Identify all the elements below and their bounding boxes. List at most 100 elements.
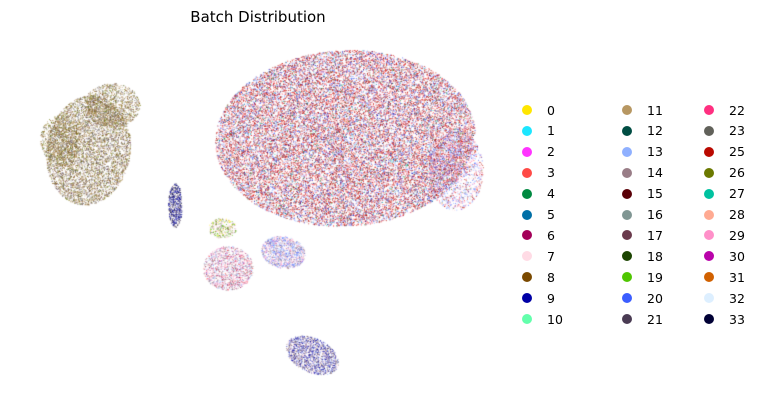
legend-item: 5 (522, 207, 555, 223)
legend-label: 33 (729, 311, 745, 327)
legend-item: 9 (522, 290, 555, 306)
legend-item: 13 (622, 144, 663, 160)
legend-marker (622, 272, 632, 283)
legend-item: 25 (704, 144, 745, 160)
legend-marker (522, 272, 532, 283)
legend-marker (704, 251, 714, 262)
legend-marker (704, 167, 714, 178)
legend-label: 22 (729, 102, 745, 118)
legend-marker (622, 188, 632, 199)
legend-item: 28 (704, 207, 745, 223)
legend-marker (522, 146, 532, 157)
legend-label: 0 (547, 102, 555, 118)
legend-marker (622, 209, 632, 220)
legend-marker (704, 293, 714, 304)
legend-marker (522, 105, 532, 115)
legend-label: 27 (729, 186, 745, 202)
legend-item: 4 (522, 186, 555, 202)
legend-label: 13 (647, 144, 663, 160)
legend-label: 28 (729, 207, 745, 222)
legend-marker (704, 125, 714, 136)
legend-item: 3 (522, 165, 555, 181)
legend-item: 31 (704, 269, 745, 285)
legend-item: 30 (704, 248, 745, 264)
legend-label: 25 (729, 144, 745, 160)
legend-item: 19 (622, 269, 663, 285)
legend-marker (622, 167, 632, 178)
legend-label: 19 (647, 269, 663, 285)
legend-item: 21 (622, 311, 663, 327)
legend-marker (704, 272, 714, 283)
legend-label: 17 (647, 227, 663, 243)
legend-marker (522, 188, 532, 199)
legend-item: 8 (522, 269, 555, 285)
legend-label: 1 (547, 123, 555, 139)
legend-label: 11 (647, 102, 663, 118)
legend-label: 5 (547, 207, 555, 222)
legend-marker (522, 167, 532, 178)
legend-marker (704, 230, 714, 241)
legend-item: 33 (704, 311, 745, 327)
legend-marker (704, 314, 714, 324)
legend-item: 27 (704, 186, 745, 202)
legend-marker (622, 146, 632, 157)
legend-marker (704, 188, 714, 199)
legend-label: 26 (729, 165, 745, 181)
legend-item: 22 (704, 102, 745, 118)
legend-item: 26 (704, 165, 745, 181)
legend-marker (522, 251, 532, 262)
legend-marker (622, 105, 632, 115)
scatter-plot-area (0, 0, 516, 411)
legend-label: 18 (647, 248, 663, 264)
legend-label: 9 (547, 290, 555, 306)
legend-marker (704, 105, 714, 115)
legend-label: 29 (729, 227, 745, 243)
legend-item: 0 (522, 102, 555, 118)
legend-item: 10 (522, 311, 563, 327)
legend-label: 6 (547, 227, 555, 243)
legend-item: 1 (522, 123, 555, 139)
legend-marker (622, 293, 632, 304)
legend-item: 32 (704, 290, 745, 306)
chart-title: Batch Distribution (190, 8, 326, 26)
legend-marker (522, 209, 532, 220)
legend-item: 29 (704, 227, 745, 243)
legend-marker (522, 125, 532, 136)
legend-label: 23 (729, 123, 745, 139)
legend-label: 30 (729, 248, 745, 264)
legend-marker (622, 230, 632, 241)
legend-marker (704, 209, 714, 220)
legend-label: 32 (729, 290, 745, 306)
legend-marker (522, 314, 532, 324)
legend-item: 18 (622, 248, 663, 264)
legend-marker (522, 230, 532, 241)
legend-label: 7 (547, 248, 555, 264)
legend-label: 16 (647, 207, 663, 222)
legend-label: 15 (647, 186, 663, 202)
legend-item: 6 (522, 227, 555, 243)
legend-item: 2 (522, 144, 555, 160)
legend-marker (704, 146, 714, 157)
legend-marker (522, 293, 532, 304)
legend-item: 17 (622, 227, 663, 243)
legend-label: 3 (547, 165, 555, 181)
legend-item: 14 (622, 165, 663, 181)
legend-item: 12 (622, 123, 663, 139)
legend-label: 12 (647, 123, 663, 139)
legend-label: 8 (547, 269, 555, 285)
legend-marker (622, 125, 632, 136)
legend-label: 10 (547, 311, 563, 327)
legend-item: 15 (622, 186, 663, 202)
legend-item: 23 (704, 123, 745, 139)
legend-label: 14 (647, 165, 663, 181)
legend-item: 16 (622, 207, 663, 223)
legend-marker (622, 314, 632, 324)
legend-label: 31 (729, 269, 745, 285)
legend-item: 11 (622, 102, 663, 118)
legend-label: 2 (547, 144, 555, 160)
legend-label: 20 (647, 290, 663, 306)
legend-label: 4 (547, 186, 555, 202)
legend-item: 20 (622, 290, 663, 306)
legend-marker (622, 251, 632, 262)
legend-item: 7 (522, 248, 555, 264)
